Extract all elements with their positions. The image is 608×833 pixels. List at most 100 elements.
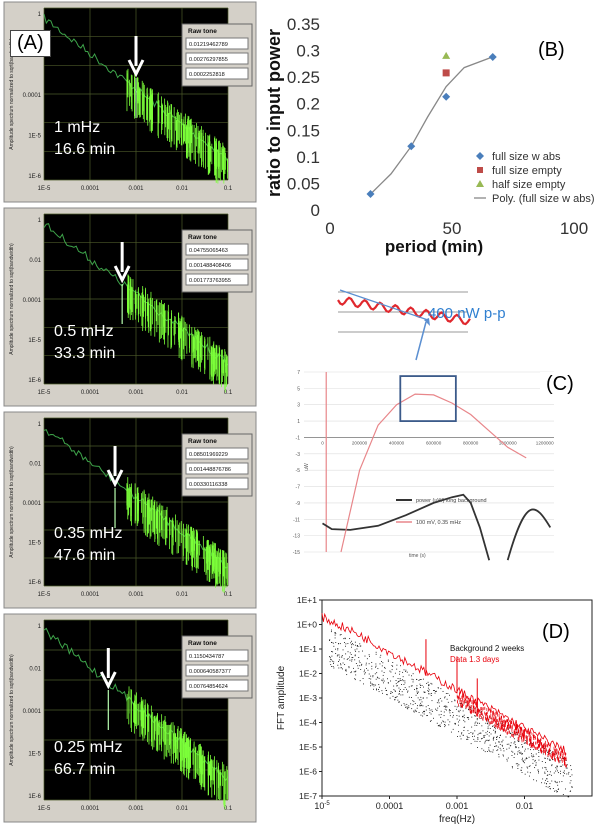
background-point — [533, 779, 535, 781]
background-point — [507, 757, 509, 759]
background-point — [568, 771, 570, 773]
background-point — [538, 756, 540, 757]
background-point — [444, 705, 446, 707]
background-point — [461, 732, 463, 734]
y-tick-label: 1E-5 — [28, 134, 41, 140]
raw-tone-title: Raw tone — [188, 28, 217, 35]
background-point — [522, 746, 524, 748]
spectrum-plot: 1E-5 0.0001 0.001 0.01 0.1 1 0.01 0.0001 1E-5 1E-… — [3, 207, 257, 407]
y-tick-label: -13 — [293, 534, 300, 540]
background-point — [435, 708, 436, 710]
background-point — [556, 768, 558, 770]
background-point — [404, 687, 406, 689]
background-point — [529, 772, 531, 774]
background-point — [360, 664, 362, 666]
background-point — [443, 715, 445, 717]
background-point — [570, 780, 572, 782]
background-point — [423, 711, 425, 712]
background-point — [545, 762, 546, 764]
background-point — [416, 678, 418, 680]
background-point — [343, 642, 345, 643]
background-point — [352, 656, 354, 658]
background-point — [509, 736, 511, 738]
background-point — [365, 662, 367, 664]
background-point — [516, 746, 517, 748]
inset-envelope-line — [339, 289, 429, 321]
background-point — [489, 727, 491, 729]
background-point — [454, 699, 456, 701]
y-tick-label: 0.05 — [287, 174, 320, 193]
background-point — [362, 650, 363, 652]
background-point — [391, 665, 393, 666]
background-point — [523, 761, 524, 763]
background-point — [351, 644, 352, 646]
background-point — [511, 767, 513, 769]
background-point — [416, 692, 418, 694]
background-point — [569, 776, 571, 777]
background-point — [378, 677, 380, 679]
background-point — [371, 661, 373, 663]
background-point — [500, 749, 502, 751]
y-tick-label: 5 — [297, 386, 300, 392]
background-point — [332, 651, 334, 653]
background-point — [428, 689, 430, 691]
background-point — [332, 666, 334, 667]
background-point — [468, 733, 470, 734]
background-point — [568, 796, 570, 798]
background-point — [451, 701, 453, 703]
background-point — [514, 741, 516, 743]
panel-b-label: (B) — [532, 38, 571, 63]
background-point — [508, 747, 510, 749]
background-point — [462, 704, 464, 706]
background-point — [342, 649, 344, 651]
background-point — [500, 734, 501, 736]
background-point — [430, 682, 432, 684]
y-tick-label: 1E-6 — [28, 580, 41, 586]
background-point — [492, 749, 494, 751]
background-point — [566, 764, 568, 766]
x-tick-label: 0.0001 — [81, 186, 100, 192]
background-point — [402, 676, 404, 678]
background-point — [502, 747, 504, 749]
background-point — [488, 724, 490, 726]
y-tick-label: 1E-2 — [299, 669, 317, 679]
background-point — [411, 675, 412, 677]
background-point — [492, 738, 494, 740]
background-point — [445, 705, 447, 707]
background-point — [474, 715, 476, 717]
background-point — [368, 654, 370, 656]
background-point — [442, 721, 444, 723]
background-point — [342, 662, 344, 664]
background-point — [484, 742, 486, 744]
background-point — [337, 654, 339, 656]
background-point — [517, 768, 519, 769]
background-point — [354, 655, 356, 657]
background-point — [351, 643, 353, 645]
background-point — [556, 765, 558, 767]
background-point — [485, 722, 487, 724]
y-tick-label: 0.25 — [287, 68, 320, 87]
background-point — [333, 667, 335, 669]
background-point — [383, 672, 385, 673]
background-point — [557, 770, 558, 772]
background-point — [436, 702, 438, 704]
x-axis-label: freq(Hz) — [439, 814, 475, 824]
y-tick-label: 0.3 — [296, 42, 320, 61]
background-point — [368, 673, 370, 675]
background-point — [359, 662, 361, 664]
x-tick-label: 0.001 — [446, 801, 469, 811]
background-point — [400, 704, 402, 706]
background-point — [510, 742, 512, 744]
background-point — [367, 669, 369, 671]
background-point — [558, 781, 560, 783]
background-point — [338, 661, 339, 663]
y-tick-label: 3 — [297, 403, 300, 409]
background-point — [371, 665, 373, 667]
background-point — [547, 770, 549, 772]
background-point — [457, 736, 458, 737]
legend-label: Poly. (full size w abs) — [492, 193, 595, 205]
background-point — [532, 743, 534, 745]
background-point — [345, 670, 347, 672]
background-point — [520, 769, 522, 771]
x-tick-label: 10-5 — [314, 801, 330, 811]
